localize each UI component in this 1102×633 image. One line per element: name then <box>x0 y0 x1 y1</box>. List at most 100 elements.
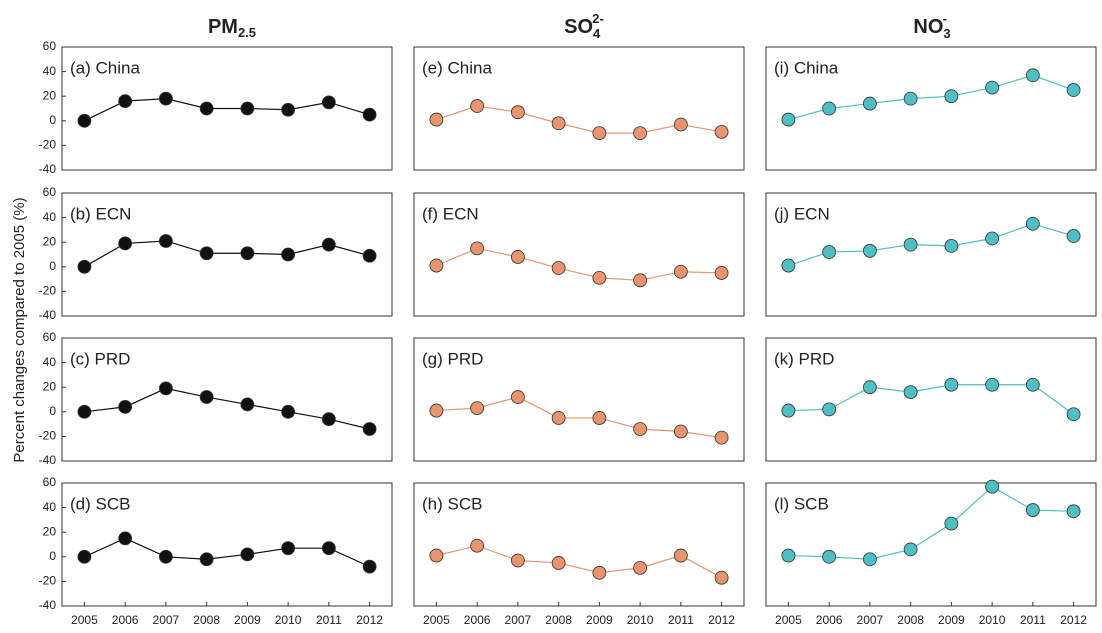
data-point <box>429 112 444 127</box>
data-point <box>633 273 648 288</box>
data-point <box>862 96 877 111</box>
panel-title: (c) PRD <box>70 349 130 368</box>
data-point <box>199 552 214 567</box>
x-tick-label: 2011 <box>668 613 694 627</box>
panel-title: (b) ECN <box>70 204 131 223</box>
column-title-text: NO <box>913 16 943 38</box>
y-tick-label: 0 <box>49 549 56 563</box>
x-tick-label: 2005 <box>71 613 98 627</box>
y-tick-label: 40 <box>43 64 57 78</box>
data-point <box>781 548 796 563</box>
plot-frame <box>765 192 1097 317</box>
column-title-sup: 2- <box>592 11 604 26</box>
x-tick-label: 2006 <box>112 613 139 627</box>
data-point <box>592 565 607 580</box>
plot-frame <box>413 337 745 462</box>
y-tick-label: -20 <box>39 429 57 443</box>
x-tick-label: 2011 <box>1020 613 1046 627</box>
data-point <box>1025 377 1040 392</box>
data-point <box>1066 83 1081 97</box>
x-tick-label: 2010 <box>275 613 302 627</box>
series-line <box>788 485 1074 560</box>
data-point <box>903 385 918 400</box>
x-tick-label: 2007 <box>857 613 884 627</box>
x-tick-label: 2008 <box>897 613 924 627</box>
data-point <box>77 259 92 274</box>
data-point <box>240 101 255 116</box>
data-point <box>944 377 959 392</box>
data-point <box>551 556 566 570</box>
y-tick-label: -20 <box>39 284 57 298</box>
data-point <box>118 94 133 109</box>
x-tick-label: 2005 <box>775 613 802 627</box>
data-point <box>77 549 92 564</box>
x-tick-label: 2010 <box>627 613 654 627</box>
data-point <box>321 237 336 252</box>
x-tick-label: 2012 <box>356 613 383 627</box>
data-point <box>673 264 688 279</box>
x-tick-label: 2007 <box>153 613 180 627</box>
x-tick-label: 2009 <box>938 613 965 627</box>
data-point <box>362 559 377 574</box>
y-tick-label: 20 <box>43 88 57 102</box>
data-point <box>118 399 133 414</box>
data-point <box>1025 68 1040 83</box>
data-point <box>158 91 173 106</box>
x-tick-label: 2009 <box>586 613 613 627</box>
data-point <box>822 402 837 417</box>
data-point <box>592 126 607 141</box>
y-tick-label: 0 <box>49 113 56 127</box>
column-title: NO3- <box>913 11 950 41</box>
data-point <box>281 102 296 117</box>
panel-title: (k) PRD <box>774 349 834 368</box>
data-point <box>822 549 837 564</box>
data-point <box>822 101 837 116</box>
data-point <box>862 552 877 567</box>
data-point <box>551 261 566 275</box>
y-axis-label: Percent changes compared to 2005 (%) <box>11 197 28 462</box>
y-tick-label: 40 <box>43 500 57 514</box>
y-tick-label: 20 <box>43 234 57 248</box>
y-tick-label: 60 <box>43 185 57 199</box>
y-tick-label: -40 <box>39 162 57 176</box>
data-point <box>633 560 648 575</box>
panel-title: (j) ECN <box>774 204 830 223</box>
data-point <box>714 570 729 585</box>
column-title: PM2.5 <box>208 16 256 40</box>
panel-title: (f) ECN <box>422 204 479 223</box>
column-title-sup: - <box>943 11 947 26</box>
series-line <box>84 387 370 430</box>
plot-frame <box>61 337 393 462</box>
data-point <box>77 113 92 128</box>
x-tick-label: 2012 <box>1060 613 1087 627</box>
data-point <box>1025 503 1040 517</box>
x-tick-label: 2011 <box>316 613 342 627</box>
data-point <box>714 266 729 280</box>
x-tick-label: 2009 <box>234 613 261 627</box>
data-point <box>240 246 255 261</box>
column-title-sub: 3 <box>943 26 950 41</box>
panel-title: (g) PRD <box>422 349 483 368</box>
plot-frame <box>765 482 1097 607</box>
x-tick-label: 2007 <box>505 613 532 627</box>
series-line <box>436 247 722 281</box>
data-point <box>510 390 525 404</box>
plot-frame <box>413 482 745 607</box>
plot-frame <box>61 482 393 607</box>
plot-frame <box>61 192 393 317</box>
data-point <box>944 516 959 531</box>
data-point <box>429 258 444 273</box>
data-point <box>633 126 648 141</box>
data-point <box>714 430 729 445</box>
panel-title: (a) China <box>70 58 140 77</box>
data-point <box>822 245 837 259</box>
panel-title: (d) SCB <box>70 494 130 513</box>
data-point <box>77 404 92 419</box>
column-title-sub: 4 <box>593 26 601 41</box>
column-title-sub: 2.5 <box>238 25 256 40</box>
y-tick-label: 20 <box>43 524 57 538</box>
data-point <box>781 403 796 418</box>
data-point <box>903 237 918 252</box>
plot-frame <box>765 337 1097 462</box>
